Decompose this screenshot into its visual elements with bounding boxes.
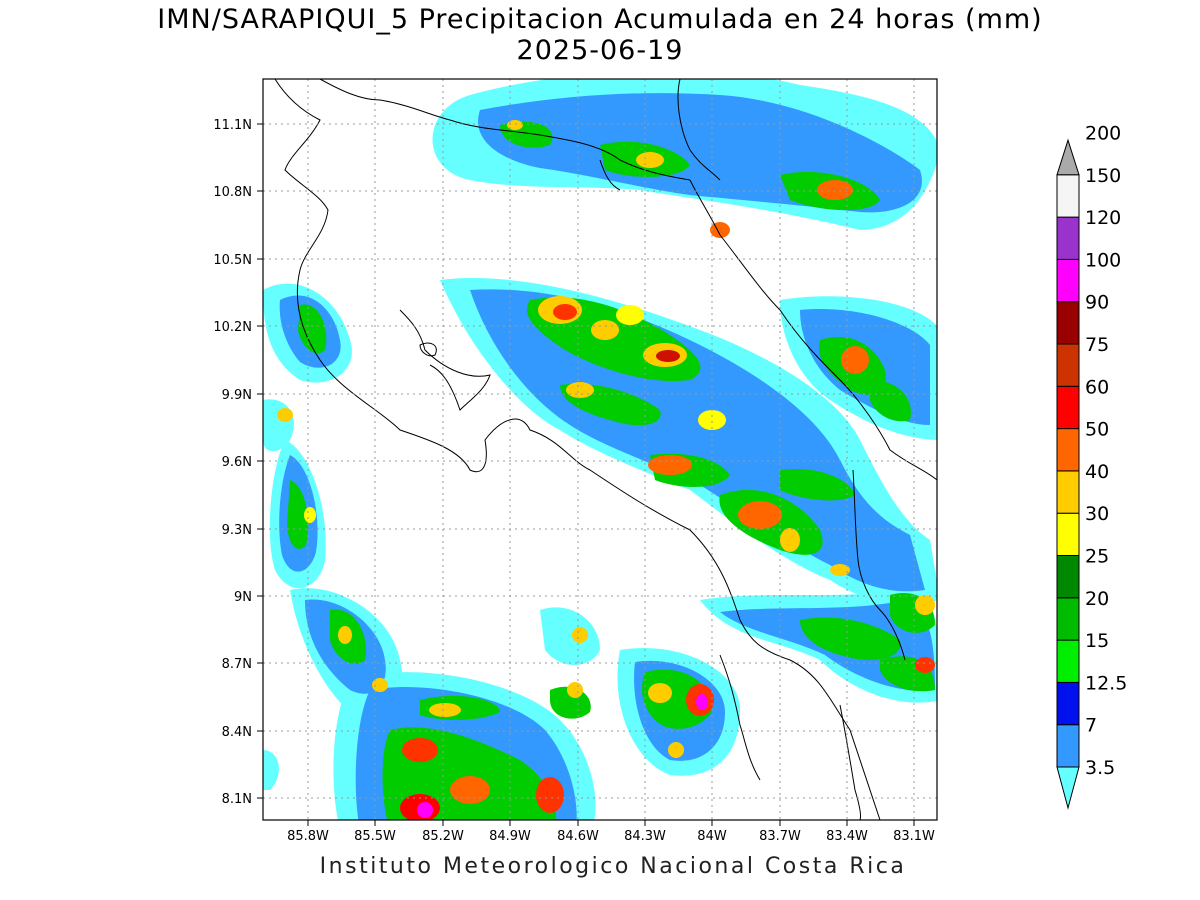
coastlines [274,79,937,820]
y-tick: 10.5N [213,253,263,268]
x-tick: 84W [697,820,727,844]
legend-label: 40 [1085,461,1109,483]
legend-label: 3.5 [1085,757,1115,779]
legend-segment [1056,258,1080,303]
x-tick: 84.6W [557,820,599,844]
x-tick: 85.8W [287,820,329,844]
grid-lines [263,79,937,820]
x-tick: 85.2W [422,820,464,844]
x-tick-label: 83.7W [759,829,801,844]
legend-segment [1056,343,1080,387]
x-tick-label: 84W [697,829,727,844]
x-tick: 83.7W [759,820,801,844]
y-tick: 9.6N [222,455,263,470]
y-tick-label: 11.1N [213,118,252,133]
y-tick-label: 9N [234,590,252,605]
legend-label: 200 [1085,123,1121,145]
legend-label: 30 [1085,503,1109,525]
precipitation-field [263,79,937,820]
legend-segment [1056,301,1080,345]
y-tick: 8.4N [222,725,263,740]
x-tick-label: 84.6W [557,829,599,844]
legend-label: 150 [1085,165,1121,187]
y-tick: 8.7N [222,657,263,672]
legend-label: 7 [1085,715,1097,737]
x-axis: 85.8W 85.5W 85.2W 84.9W 84.6W 84.3W 84W … [287,820,935,844]
plot-frame [262,78,938,821]
legend-label: 120 [1085,207,1121,229]
legend-label: 12.5 [1085,672,1127,694]
x-tick-label: 83.1W [893,829,935,844]
x-tick-label: 83.4W [826,829,868,844]
legend-label: 25 [1085,546,1109,568]
y-tick: 10.2N [213,320,263,335]
legend-label: 20 [1085,588,1109,610]
x-tick-label: 85.8W [287,829,329,844]
y-tick: 9.3N [222,523,263,538]
x-tick: 83.1W [893,820,935,844]
title-date: 2025-06-19 [516,35,684,66]
legend-label: 60 [1085,376,1109,398]
precip-cores [277,120,935,820]
x-tick-label: 85.5W [354,829,396,844]
legend-label: 75 [1085,334,1109,356]
y-tick: 9.9N [222,388,263,403]
x-tick-label: 85.2W [422,829,464,844]
legend-segment [1056,724,1080,768]
x-tick: 84.3W [624,820,666,844]
y-tick-label: 8.7N [222,657,252,672]
legend-label: 90 [1085,292,1109,314]
y-tick: 9N [234,590,263,605]
map-title: IMN/SARAPIQUI_5 Precipitacion Acumulada … [0,4,1200,66]
y-tick-label: 10.2N [213,320,252,335]
legend-segment [1056,681,1080,726]
legend-segment [1056,555,1080,599]
y-tick: 10.8N [213,185,263,200]
y-tick-label: 9.6N [222,455,252,470]
y-tick-label: 10.8N [213,185,252,200]
plot-area [263,79,937,820]
y-tick-label: 8.1N [222,792,252,807]
legend-label: 15 [1085,630,1109,652]
y-tick-label: 8.4N [222,725,252,740]
legend-segment [1056,470,1080,514]
legend-label: 50 [1085,419,1109,441]
y-tick: 8.1N [222,792,263,807]
y-tick-label: 9.9N [222,388,252,403]
y-tick-label: 10.5N [213,253,252,268]
legend-segment [1056,216,1080,260]
credit-text: Instituto Meteorologico Nacional Costa R… [319,854,907,879]
x-tick: 85.5W [354,820,396,844]
x-tick: 84.9W [489,820,531,844]
legend-segment [1056,385,1080,430]
legend-segment [1056,597,1080,641]
legend-segment [1056,639,1080,683]
x-tick: 83.4W [826,820,868,844]
title-line: IMN/SARAPIQUI_5 Precipitacion Acumulada … [157,4,1043,35]
legend-colorbar: 3.5 7 12.5 15 20 25 30 40 50 60 75 90 100 120 150 200 [1056,123,1127,810]
y-tick-label: 9.3N [222,523,252,538]
y-tick: 11.1N [213,118,263,133]
legend-segment [1056,428,1080,472]
legend-segment-low-arrow [1056,766,1080,810]
legend-label: 100 [1085,249,1121,271]
legend-segment [1056,174,1080,218]
x-tick-label: 84.3W [624,829,666,844]
x-tick-label: 84.9W [489,829,531,844]
legend-segment [1056,512,1080,557]
y-axis: 11.1N 10.8N 10.5N 10.2N 9.9N 9.6N 9.3N 9… [213,118,263,807]
legend-segment-high-arrow [1056,138,1080,176]
